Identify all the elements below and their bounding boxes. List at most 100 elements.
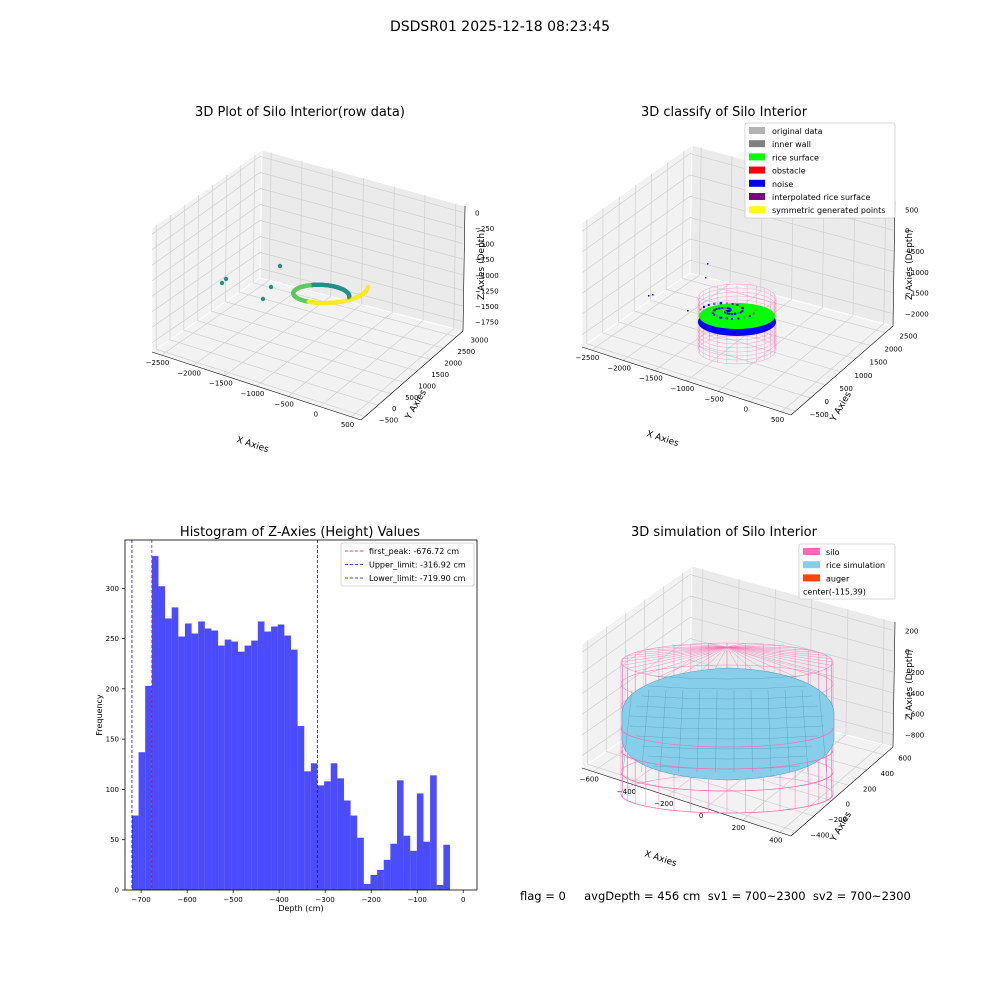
classify-plot-ylabel: Y Axies <box>828 390 854 424</box>
silo-roof-spoke <box>627 646 728 656</box>
classify-legend-swatch <box>749 166 765 174</box>
histogram-ticks: −700 −600 −500 −400 −300 −200 −100 0 0 50 100 150 20… <box>106 585 466 904</box>
rice-mesh-line <box>635 705 819 710</box>
rice-mesh-line <box>629 725 825 730</box>
histogram-bar <box>151 556 159 890</box>
classify-legend-label: symmetric generated points <box>772 206 885 215</box>
raw-y-gridline <box>238 164 444 349</box>
simulation-legend-frame <box>798 543 896 600</box>
simulation-z-gridline <box>581 638 894 715</box>
histogram-bar <box>304 771 311 890</box>
classify-y-tick-label: 2500 <box>900 333 918 341</box>
histogram-bar <box>184 623 192 890</box>
histogram-y-tick-label: 100 <box>106 786 119 794</box>
histogram-x-tick-label: −100 <box>408 896 427 904</box>
classify-legend-label: interpolated rice surface <box>772 193 870 202</box>
histogram-bar <box>257 621 265 890</box>
histogram-bar <box>390 843 397 890</box>
raw-x-gridline <box>319 194 426 407</box>
classify-noise-point <box>724 310 727 313</box>
classify-x-tick-label: 0 <box>744 406 748 414</box>
raw-data-point <box>326 300 331 306</box>
classify-x-tick-label: 500 <box>771 416 784 424</box>
raw-x-gridline <box>351 203 457 418</box>
classify-3d-plot: 3D classify of Silo Interior −2500−2000−… <box>576 105 929 449</box>
silo-roof-spoke <box>726 643 764 648</box>
classify-y-tick-label: −500 <box>810 411 829 419</box>
raw-x-tick-label: −500 <box>275 400 294 408</box>
classify-z-gridline <box>581 238 894 315</box>
classify-noise-point <box>741 308 744 311</box>
raw-data-point <box>317 282 322 287</box>
classify-noise-point <box>734 312 737 315</box>
raw-data-point <box>340 287 345 292</box>
raw-data-point <box>339 299 344 304</box>
rice-mesh-line <box>750 689 753 773</box>
histogram-bar <box>396 780 404 890</box>
classify-legend: original data inner wall rice surface obsta… <box>744 122 896 219</box>
raw-z-gridline <box>151 156 464 235</box>
simulation-x-axis-line <box>581 767 792 837</box>
figure-title: DSDSR01 2025-12-18 08:23:45 <box>390 19 610 35</box>
classify-y-gridline <box>681 150 886 333</box>
rice-mesh-line <box>696 689 701 773</box>
classify-outlier-point <box>687 310 689 312</box>
histogram-ylabel: Frequency <box>95 694 104 736</box>
histogram-y-tick-label: 250 <box>106 635 119 643</box>
classify-noise-point <box>728 307 731 310</box>
histogram-bar <box>171 607 179 890</box>
silo-roof-spoke <box>645 646 728 651</box>
histogram-bar <box>277 624 285 890</box>
simulation-legend-label: silo <box>826 548 840 557</box>
classify-noise-point <box>712 310 714 313</box>
classify-noise-point <box>724 307 727 309</box>
histogram-bar <box>231 641 238 890</box>
histogram-bar <box>423 841 431 890</box>
histogram-x-tick-label: −200 <box>362 896 381 904</box>
histogram-plot: Histogram of Z-Axies (Height) Values −70… <box>95 525 478 913</box>
status-summary: flag = 0 avgDepth = 456 cm sv1 = 700~230… <box>520 889 911 903</box>
classify-y-tick-label: 1500 <box>870 359 888 367</box>
raw-z-gridline <box>151 268 464 343</box>
classify-legend-swatch <box>749 179 765 187</box>
classify-plot-zlabel: Z Axies (Depth) <box>905 229 915 300</box>
raw-data-point <box>295 286 300 291</box>
classify-noise-point <box>741 310 744 313</box>
silo-roof-spoke <box>726 646 827 656</box>
histogram-vlines <box>131 540 318 890</box>
raw-y-gridline <box>225 174 431 360</box>
classify-plot-xlabel: X Axies <box>645 429 680 449</box>
classify-z-tick-label: −500 <box>905 248 924 256</box>
histogram-y-tick-label: 50 <box>110 836 119 844</box>
histogram-bar <box>297 726 305 890</box>
raw-data-point <box>291 291 296 296</box>
classify-legend-frame <box>744 122 896 219</box>
classify-legend-label: inner wall <box>772 140 811 149</box>
simulation-legend-label: center(-115,39) <box>803 588 866 597</box>
rice-mesh-line <box>801 689 809 773</box>
histogram-bar <box>211 630 219 890</box>
classify-noise-point <box>720 302 723 305</box>
simulation-y-tick-label: 200 <box>863 785 876 793</box>
simulation-plot-surface <box>620 642 835 814</box>
simulation-legend-swatch <box>803 548 820 555</box>
classify-z-gridline <box>581 217 894 294</box>
raw-y-tick-label: 2000 <box>444 360 462 368</box>
raw-data-point <box>343 289 348 294</box>
raw-z-tick-label: −1750 <box>475 319 499 327</box>
simulation-legend-swatch <box>803 561 820 569</box>
classify-noise-point <box>731 302 734 305</box>
classify-noise-point <box>699 308 702 311</box>
histogram-bar <box>363 883 371 890</box>
classify-y-gridline <box>665 162 871 346</box>
raw-y-tick-label: 3000 <box>470 337 488 345</box>
classify-noise-point <box>713 309 716 312</box>
raw-outlier-point <box>260 296 266 302</box>
classify-z-axis-line <box>892 200 896 327</box>
simulation-z-axis-line <box>892 621 896 748</box>
histogram-xlabel: Depth (cm) <box>278 904 323 913</box>
classify-legend-label: original data <box>772 127 823 136</box>
classify-x-gridline <box>591 147 702 351</box>
raw-z-gridline <box>151 220 464 297</box>
histogram-bar <box>284 635 291 890</box>
